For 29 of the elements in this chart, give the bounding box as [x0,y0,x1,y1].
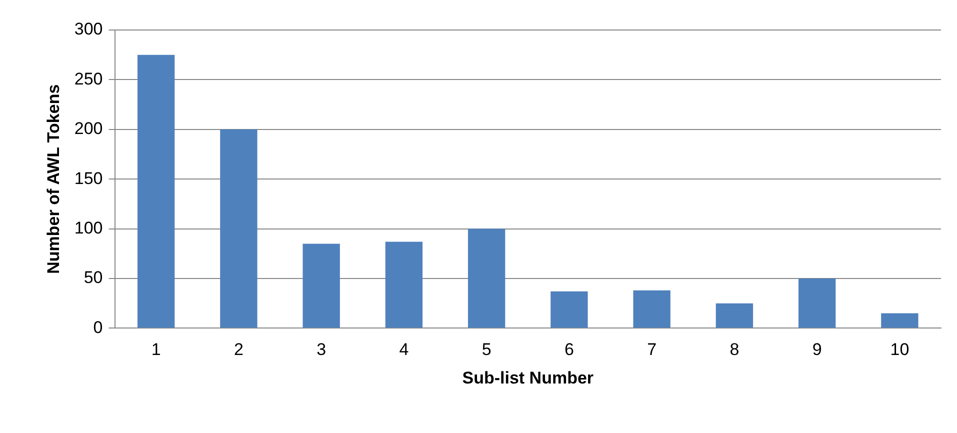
x-tick-label: 3 [316,340,326,360]
bar [137,54,175,328]
y-tick-label: 100 [74,218,103,238]
bar [302,244,340,328]
bar [716,303,754,328]
bar [881,313,918,328]
bar [385,242,423,328]
bar [633,290,670,328]
y-tick-label: 250 [74,69,103,88]
x-tick-label: 2 [234,340,244,360]
bar [468,228,506,328]
y-tick-label: 150 [74,168,103,188]
bar [220,129,258,328]
x-tick-label: 10 [890,340,910,360]
x-tick-label: 6 [564,340,574,360]
x-axis-title: Sub-list Number [462,368,594,388]
x-tick-label: 5 [482,340,492,360]
y-tick-label: 300 [74,20,103,39]
y-axis-title: Number of AWL Tokens [44,84,63,274]
x-tick-label: 4 [399,340,409,360]
x-tick-label: 7 [647,340,657,360]
y-tick-label: 50 [84,268,103,288]
y-tick-label: 200 [74,119,103,138]
bar [798,278,836,328]
x-tick-label: 8 [730,340,740,360]
bar [550,291,588,328]
x-tick-label: 1 [151,340,161,360]
y-tick-label: 0 [93,318,103,337]
x-tick-label: 9 [812,340,822,360]
